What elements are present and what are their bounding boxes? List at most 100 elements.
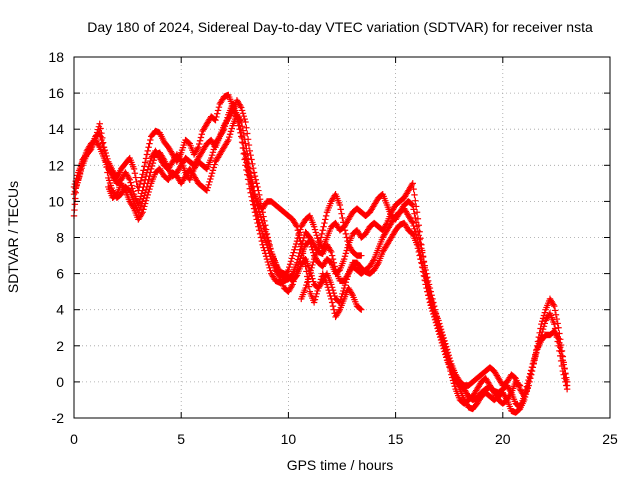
data-point [314,287,321,295]
data-point [540,312,548,319]
data-point [208,154,215,162]
data-point [555,342,562,349]
data-point [71,180,79,188]
series-track-4 [105,111,524,407]
data-point [325,287,332,294]
data-point [213,113,220,121]
data-point [244,159,251,167]
data-point [97,125,104,132]
data-point [419,264,427,272]
data-point [129,203,137,211]
data-point [445,360,452,368]
data-point [240,113,248,120]
data-point [96,129,103,137]
data-point [321,219,328,227]
data-point [211,143,218,150]
data-point [267,267,274,274]
data-point [127,179,134,186]
data-point [435,324,442,331]
data-point [441,344,448,352]
data-point [209,149,217,156]
series-track-5 [242,151,365,321]
y-tick-label: 14 [48,121,64,137]
data-point [552,329,560,337]
data-point [286,263,293,271]
data-point [141,176,149,183]
data-point [126,176,133,183]
data-point [344,237,351,245]
data-point [245,141,253,149]
data-point [249,183,256,191]
data-point [256,191,263,199]
data-point [99,140,106,147]
data-point [418,255,425,263]
x-tick-labels: 0 5 10 15 20 25 [70,431,618,447]
data-point [141,203,148,210]
x-axis-label: GPS time / hours [287,457,394,473]
data-point [223,117,230,124]
data-point [370,257,377,264]
data-point [197,134,205,141]
data-point [422,277,429,285]
data-point [410,185,417,193]
data-point [300,254,308,261]
data-point [243,155,250,163]
data-point [147,136,154,144]
data-point [537,334,544,342]
data-point [311,296,319,303]
data-point [421,273,428,280]
data-point [144,191,151,199]
data-point [324,284,332,291]
data-point [343,276,350,283]
data-point [425,292,433,299]
data-point [316,237,324,245]
data-point [214,110,221,117]
data-point [427,298,434,305]
data-point [144,147,151,155]
data-point [412,203,420,210]
data-point [340,255,348,263]
data-point [551,302,558,310]
data-point [418,260,426,267]
data-point [315,284,322,292]
data-point [284,268,291,275]
data-point [194,145,201,152]
data-point [304,279,311,286]
data-point [239,110,247,117]
data-point [256,196,264,203]
data-point [292,240,300,248]
data-point [98,136,105,144]
data-point [411,225,418,233]
data-point [121,185,128,193]
data-point [433,318,440,326]
data-point [131,170,139,177]
data-point [287,258,295,265]
data-point [530,360,537,368]
data-point [430,310,438,317]
data-point [529,364,537,371]
data-point [533,349,540,357]
data-point [556,330,563,337]
data-point [125,175,133,182]
data-point [412,231,420,238]
data-point [147,157,154,165]
data-point [327,247,334,254]
data-point [424,288,432,295]
data-point [415,222,422,229]
data-point [535,340,543,347]
data-point [550,301,557,308]
data-point [296,234,303,241]
data-point [428,301,435,308]
data-point [242,140,249,147]
data-point [556,347,563,355]
data-point [297,255,304,262]
data-point [221,123,229,130]
data-point [137,177,145,185]
data-point [430,307,437,314]
data-point [527,375,534,382]
data-point [563,382,570,389]
data-point [195,144,202,151]
data-point [318,230,326,238]
data-point [71,201,79,208]
data-point [342,250,350,257]
